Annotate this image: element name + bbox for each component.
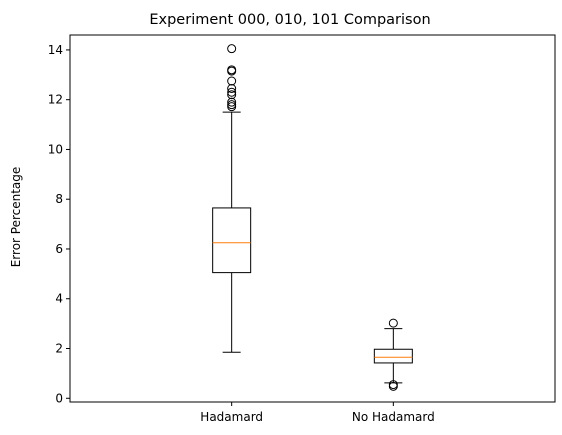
y-tick-label: 10 <box>48 142 63 156</box>
outlier-point <box>227 100 237 110</box>
y-tick-label: 12 <box>48 93 63 107</box>
outlier-point <box>388 318 398 328</box>
outlier-point <box>227 87 237 97</box>
y-tick-label: 14 <box>48 43 63 57</box>
outlier-point <box>227 83 237 93</box>
x-tick-label: No Hadamard <box>352 410 435 424</box>
y-tick-label: 8 <box>55 192 63 206</box>
y-tick-label: 0 <box>55 391 63 405</box>
y-tick-label: 2 <box>55 342 63 356</box>
plot-area: 0 2 4 6 8 10 12 14 Hadamard No Hadamard <box>48 34 556 424</box>
y-axis-label: Error Percentage <box>9 167 23 268</box>
iqr-box <box>373 348 413 364</box>
iqr-box <box>212 207 252 274</box>
outlier-point <box>227 97 237 107</box>
outlier-point <box>227 90 237 100</box>
y-tick-label: 6 <box>55 242 63 256</box>
outlier-point <box>227 65 237 75</box>
outlier-point <box>388 381 398 391</box>
outlier-point <box>227 44 237 54</box>
plot-frame <box>69 34 556 403</box>
y-tick-label: 4 <box>55 292 63 306</box>
x-tick-label: Hadamard <box>200 410 263 424</box>
chart-title: Experiment 000, 010, 101 Comparison <box>149 12 430 28</box>
outlier-point <box>388 380 398 390</box>
outlier-point <box>227 76 237 86</box>
